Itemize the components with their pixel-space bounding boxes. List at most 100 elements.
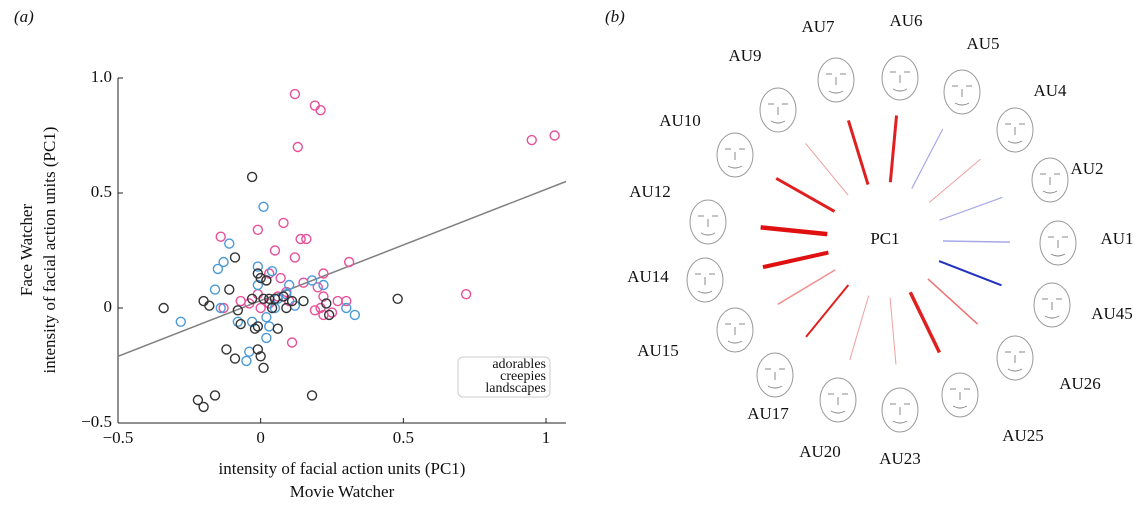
point: [265, 322, 274, 331]
point: [342, 304, 351, 313]
link: [943, 241, 1010, 242]
node-label: AU2: [1070, 159, 1103, 178]
node-label: AU5: [966, 34, 999, 53]
point: [345, 258, 354, 267]
node-label: AU26: [1059, 374, 1101, 393]
point: [256, 304, 265, 313]
point: [159, 304, 168, 313]
link: [848, 120, 868, 184]
link: [761, 227, 828, 234]
point: [302, 235, 311, 244]
center-label: PC1: [870, 229, 899, 248]
point: [316, 106, 325, 115]
point: [288, 338, 297, 347]
link: [940, 197, 1003, 220]
node-label: AU14: [627, 267, 669, 286]
x-tick-label: 0.5: [393, 428, 414, 447]
node-label: AU17: [747, 404, 789, 423]
link: [912, 129, 943, 188]
y-tick-label: 0.5: [91, 182, 112, 201]
link: [850, 296, 869, 360]
point: [199, 297, 208, 306]
point: [319, 281, 328, 290]
node-label: AU20: [799, 442, 841, 461]
point: [350, 310, 359, 319]
point: [199, 402, 208, 411]
point: [245, 347, 254, 356]
link: [890, 298, 896, 365]
link: [778, 270, 835, 304]
y-tick-label: −0.5: [81, 412, 112, 431]
point: [205, 301, 214, 310]
node-label: AU10: [659, 111, 701, 130]
point: [308, 391, 317, 400]
node-label: AU15: [637, 341, 679, 360]
point: [233, 317, 242, 326]
figure: (a) (b) intensity of facial action units…: [0, 0, 1145, 506]
link: [928, 279, 978, 324]
panel-label: (a): [14, 7, 34, 26]
point: [328, 308, 337, 317]
x-axis-label: Movie Watcher: [290, 482, 395, 501]
point: [527, 136, 536, 145]
node-label: AU7: [801, 17, 835, 36]
link: [763, 253, 828, 268]
node-label: AU9: [728, 46, 761, 65]
link: [939, 261, 1001, 285]
link: [776, 178, 834, 211]
point: [325, 310, 334, 319]
fit-line: [118, 182, 566, 357]
link: [929, 159, 980, 202]
link: [806, 285, 848, 337]
x-tick-label: 1: [542, 428, 551, 447]
point: [279, 218, 288, 227]
node-label: AU25: [1002, 426, 1044, 445]
point: [253, 225, 262, 234]
point: [268, 267, 277, 276]
point: [211, 285, 220, 294]
point: [393, 294, 402, 303]
x-tick-label: 0: [256, 428, 265, 447]
point: [310, 101, 319, 110]
point: [253, 322, 262, 331]
node-label: AU6: [889, 11, 922, 30]
link: [910, 292, 939, 352]
point: [462, 290, 471, 299]
point: [273, 324, 282, 333]
node-label: AU4: [1033, 81, 1067, 100]
point: [259, 363, 268, 372]
node-label: AU23: [879, 449, 921, 468]
point: [236, 320, 245, 329]
point: [253, 290, 262, 299]
y-axis-label: Face Watcher: [17, 204, 36, 297]
point: [211, 391, 220, 400]
link: [806, 143, 849, 195]
y-tick-label: 0: [104, 297, 113, 316]
point: [230, 253, 239, 262]
point: [262, 333, 271, 342]
point: [225, 285, 234, 294]
point: [242, 356, 251, 365]
point: [290, 253, 299, 262]
point: [176, 317, 185, 326]
point: [222, 345, 231, 354]
page: {"chart_data": {"type": "scatter", "pane…: [0, 0, 1145, 506]
point: [230, 354, 239, 363]
link: [890, 116, 896, 183]
y-tick-label: 1.0: [91, 67, 112, 86]
point: [262, 313, 271, 322]
node-label: AU12: [629, 182, 671, 201]
panel-label: (b): [605, 7, 625, 26]
point: [259, 202, 268, 211]
y-axis-label: intensity of facial action units (PC1): [40, 127, 59, 374]
node-label: AU45: [1091, 304, 1133, 323]
point: [213, 264, 222, 273]
legend-label: landscapes: [485, 381, 546, 396]
point: [299, 297, 308, 306]
point: [276, 274, 285, 283]
point: [550, 131, 559, 140]
x-axis-label: intensity of facial action units (PC1): [219, 459, 466, 478]
point: [290, 90, 299, 99]
point: [225, 239, 234, 248]
point: [333, 297, 342, 306]
